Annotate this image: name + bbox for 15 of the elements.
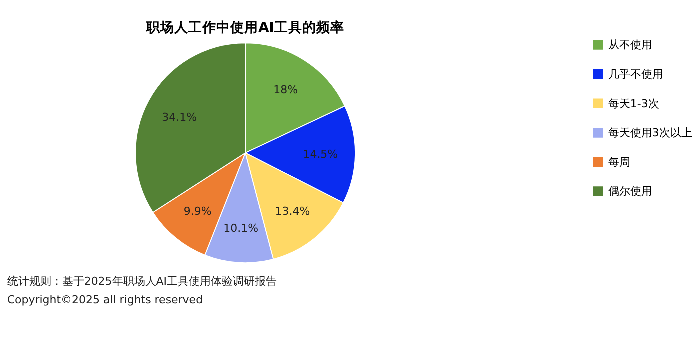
legend-label: 几乎不使用 (608, 68, 664, 81)
data-label: 13.4% (275, 205, 310, 218)
legend-label: 每天使用3次以上 (608, 126, 692, 140)
chart-title: 职场人工作中使用AI工具的频率 (146, 19, 344, 36)
data-label: 14.5% (303, 148, 338, 161)
data-label: 10.1% (224, 222, 259, 235)
data-label: 18% (274, 83, 298, 96)
data-label: 9.9% (184, 204, 212, 218)
legend-label: 从不使用 (608, 38, 652, 52)
legend-label: 偶尔使用 (608, 185, 652, 198)
data-label: 34.1% (162, 110, 198, 124)
legend-label: 每周 (608, 156, 630, 169)
text: Copyright©2025 all rights reserved (7, 293, 204, 306)
text: 统计规则：基于2025年职场人AI工具使用体验调研报告 (7, 275, 278, 288)
legend-label: 每天1-3次 (608, 97, 660, 110)
